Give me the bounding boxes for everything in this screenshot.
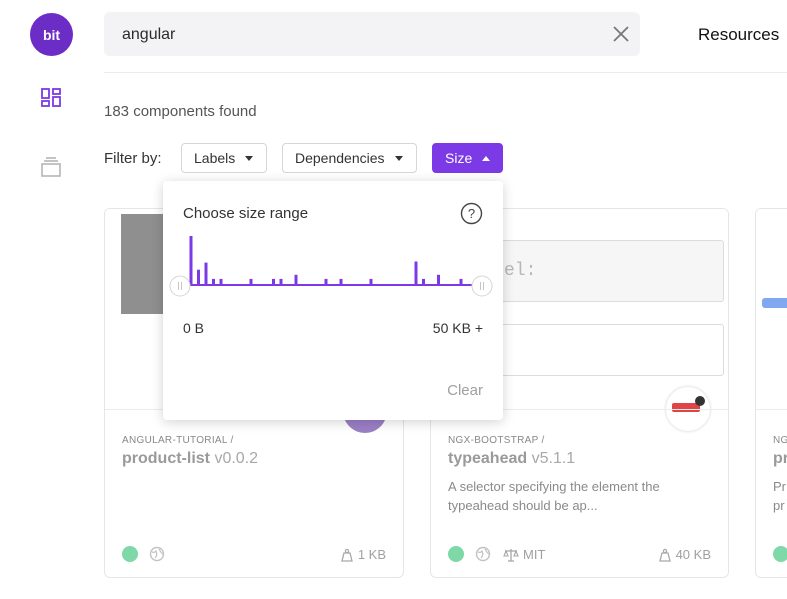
range-max-handle[interactable] (471, 275, 493, 297)
preview-label-box: el: (491, 240, 724, 302)
size-histogram[interactable] (163, 181, 503, 311)
globe-icon (475, 546, 491, 562)
results-count: 183 components found (104, 103, 257, 120)
filter-by-label: Filter by: (104, 150, 162, 167)
weight-icon (658, 548, 671, 562)
histogram-bar (437, 274, 440, 284)
histogram-bar (294, 274, 298, 284)
histogram-bar (324, 278, 328, 284)
globe-icon (149, 546, 165, 562)
component-name: product-list (122, 450, 210, 467)
component-version: v0.0.2 (214, 450, 259, 467)
chevron-down-icon (394, 155, 403, 161)
dependencies-filter-label: Dependencies (295, 150, 385, 166)
preview-text: el: (504, 261, 537, 281)
card-title[interactable]: typeahead v5.1.1 (448, 450, 575, 468)
help-icon[interactable]: ? (460, 202, 483, 225)
status-badge (448, 546, 464, 562)
histogram-bar (414, 261, 418, 284)
histogram-bar (422, 278, 425, 284)
card-description: A selector specifying the element the ty… (448, 479, 660, 513)
card-scope: NGX-BOOTSTRAP / (448, 435, 545, 446)
histogram-bar (212, 278, 215, 284)
components-grid-icon[interactable] (40, 87, 62, 109)
histogram-bar (204, 262, 208, 284)
search-bar[interactable]: angular (104, 12, 640, 56)
component-name: typeahead (448, 450, 528, 467)
svg-text:?: ? (468, 206, 475, 221)
bundle-size: 1 KB (340, 547, 386, 562)
status-badge (773, 546, 787, 562)
popover-title: Choose size range (183, 205, 309, 222)
sidebar: bit (0, 0, 90, 599)
card-scope: NG (773, 435, 787, 446)
histogram-bar (339, 278, 343, 284)
histogram-bar (219, 278, 223, 284)
histogram-bar (369, 278, 373, 284)
histogram-bar (279, 278, 283, 284)
histogram-bars (189, 236, 463, 284)
range-min-label: 0 B (183, 320, 205, 336)
search-input[interactable]: angular (122, 26, 176, 43)
size-value: 1 KB (357, 547, 386, 562)
status-badge (122, 546, 138, 562)
card-description: Pr pr (773, 479, 786, 513)
component-card[interactable]: NG pr Pr pr (755, 208, 787, 578)
labels-filter-button[interactable]: Labels (181, 143, 267, 173)
size-filter-button[interactable]: Size (432, 143, 503, 173)
card-scope: ANGULAR-TUTORIAL / (122, 435, 234, 446)
card-title[interactable]: pr (773, 450, 787, 468)
histogram-bar (459, 278, 463, 284)
logo-text: bit (42, 26, 61, 43)
component-name: pr (773, 450, 787, 467)
bit-logo[interactable]: bit (30, 13, 73, 56)
size-filter-label: Size (445, 150, 473, 166)
range-min-handle[interactable] (169, 275, 191, 297)
histogram-bar (189, 236, 193, 284)
component-version: v5.1.1 (531, 450, 576, 467)
header-divider (104, 72, 787, 73)
license-value: MIT (523, 547, 546, 562)
size-value: 40 KB (675, 547, 711, 562)
chevron-up-icon (482, 155, 491, 161)
labels-filter-label: Labels (194, 150, 236, 166)
card-preview (756, 209, 787, 409)
card-title[interactable]: product-list v0.0.2 (122, 450, 258, 468)
scale-icon (503, 548, 519, 562)
chevron-down-icon (245, 155, 254, 161)
size-range-popover: Choose size range ? 0 B 50 KB + Clear (163, 181, 503, 420)
license: MIT (503, 547, 545, 562)
collections-stack-icon[interactable] (40, 156, 62, 178)
range-max-label: 50 KB + (432, 320, 483, 336)
clear-button[interactable]: Clear (447, 382, 483, 399)
preview-input-box (491, 324, 724, 376)
dependencies-filter-button[interactable]: Dependencies (282, 143, 417, 173)
histogram-bar (249, 278, 253, 284)
resources-link[interactable]: Resources (698, 25, 780, 44)
histogram-bar (197, 269, 200, 284)
histogram-bar (272, 278, 275, 284)
bundle-size: 40 KB (658, 547, 711, 562)
weight-icon (340, 548, 353, 562)
close-icon[interactable] (610, 23, 632, 45)
